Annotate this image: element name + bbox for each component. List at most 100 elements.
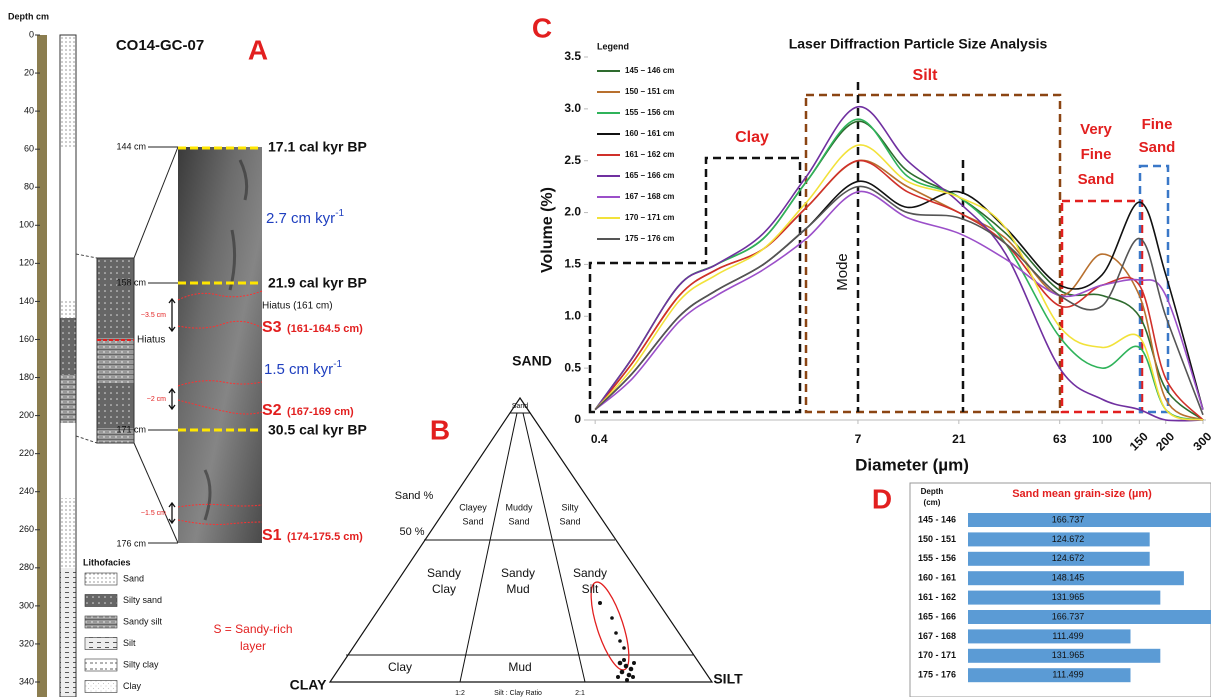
depth-tick-label: 220 — [19, 448, 34, 458]
annotation: Very — [1080, 121, 1112, 138]
sample-points — [598, 601, 636, 682]
depth-tick-label: 260 — [19, 524, 34, 534]
bar — [968, 610, 1211, 624]
depth-tick-label: 120 — [19, 258, 34, 268]
thickness-arrow — [168, 387, 176, 411]
category-label: 160 - 161 — [918, 573, 956, 583]
x-tick-label: 7 — [855, 432, 862, 446]
value-label: 166.737 — [1052, 514, 1085, 524]
data-line — [594, 159, 1204, 421]
depth-tick-label: 340 — [19, 676, 34, 686]
legend-label: 145 – 146 cm — [625, 66, 674, 75]
depth-tick-label: 40 — [24, 105, 34, 115]
field-label: Clay — [388, 660, 412, 674]
ternary-line — [522, 412, 586, 683]
legend-label: 155 – 156 cm — [625, 108, 674, 117]
depth-tick-label: 200 — [19, 410, 34, 420]
bar — [968, 532, 1150, 547]
value-label: 148.145 — [1052, 573, 1085, 583]
y-tick-label: 1.5 — [564, 257, 581, 271]
panel-label: A — [248, 34, 268, 65]
annotation: Sand — [1078, 171, 1115, 188]
category-label: 167 - 168 — [918, 631, 956, 641]
y-tick-label: 3.5 — [564, 49, 581, 63]
legend-label: 161 – 162 cm — [625, 150, 674, 159]
bar — [968, 668, 1131, 683]
depth-tick-label: 300 — [19, 600, 34, 610]
depth-tick-label: 20 — [24, 67, 34, 77]
y-tick-label: 0.5 — [564, 360, 581, 374]
field-label: Clay — [432, 582, 456, 596]
legend-swatch — [84, 594, 118, 607]
legend-label: 170 – 171 cm — [625, 213, 674, 222]
core-unit — [60, 148, 76, 300]
hiatus-label: Hiatus — [137, 335, 165, 346]
field-label: Mud — [506, 582, 529, 596]
legend-label: Silty clay — [123, 659, 159, 669]
layer-name: S3 — [262, 319, 282, 336]
legend-label: 150 – 151 cm — [625, 87, 674, 96]
y-axis-title: Volume (%) — [539, 187, 556, 273]
psd-panel — [588, 82, 1206, 421]
chart-title: Sand mean grain-size (µm) — [1012, 488, 1152, 500]
axis-label: Silt : Clay Ratio — [494, 690, 542, 697]
annotation: Silt — [913, 67, 939, 84]
rate-exponent: -1 — [335, 208, 344, 219]
value-label: 124.672 — [1052, 534, 1085, 544]
layer-range: (161-164.5 cm) — [287, 323, 363, 335]
zoom-unit — [97, 383, 134, 428]
bar — [968, 551, 1150, 566]
panel-label: B — [430, 414, 450, 445]
data-line — [594, 118, 1204, 421]
legend-title: Legend — [597, 41, 629, 51]
vertex-label: SAND — [512, 353, 552, 369]
bar — [968, 629, 1131, 644]
value-label: 131.965 — [1052, 592, 1085, 602]
value-label: 111.499 — [1052, 631, 1083, 641]
data-line — [594, 105, 1203, 422]
core-outline — [59, 34, 77, 697]
x-tick-label: 300 — [1190, 429, 1211, 453]
bar — [968, 590, 1161, 605]
annotation: Fine — [1081, 146, 1112, 163]
core-unit — [60, 35, 76, 148]
annotation: Sand — [1139, 139, 1176, 156]
age-label: 30.5 cal kyr BP — [268, 422, 367, 438]
annotation: Clay — [735, 129, 769, 146]
field-label: Sand — [508, 516, 529, 526]
rate-text: 1.5 cm kyr — [264, 361, 333, 378]
depth-marker: 171 cm — [116, 424, 146, 434]
bar — [968, 513, 1211, 527]
data-line — [594, 190, 1204, 411]
note: S = Sandy-rich — [213, 622, 292, 636]
x-tick-label: 0.4 — [591, 432, 608, 446]
legend-label: 160 – 161 cm — [625, 129, 674, 138]
layer-name: S2 — [262, 402, 282, 419]
zoom-line — [75, 253, 98, 259]
y-tick-label: 2.5 — [564, 153, 581, 167]
y-tick-label: 2.0 — [564, 205, 581, 219]
depth-tick-label: 320 — [19, 638, 34, 648]
annotation: Fine — [1142, 116, 1173, 133]
x-axis-title: Diameter (µm) — [855, 455, 969, 474]
x-tick-label: 150 — [1127, 429, 1151, 453]
age-label: 21.9 cal kyr BP — [268, 275, 367, 291]
layer-thickness: ~1.5 cm — [141, 510, 166, 517]
core-log-panel — [37, 34, 263, 697]
legend-swatch — [84, 680, 118, 693]
core-title: CO14-GC-07 — [116, 37, 204, 54]
zoom-unit — [97, 258, 134, 338]
vertex-label: SILT — [713, 671, 743, 687]
legend-label: 165 – 166 cm — [625, 171, 674, 180]
ternary-panel — [328, 396, 714, 683]
axis-label: 1:2 — [455, 690, 465, 697]
field-label: Mud — [508, 660, 531, 674]
field-label: Sandy — [427, 566, 461, 580]
core-strip — [37, 35, 47, 697]
chart-title: Laser Diffraction Particle Size Analysis — [789, 36, 1048, 52]
core-unit — [60, 300, 76, 318]
layer-range: (167-169 cm) — [287, 406, 354, 418]
core-unit — [60, 375, 76, 423]
axis-label: Sand % — [395, 490, 434, 502]
